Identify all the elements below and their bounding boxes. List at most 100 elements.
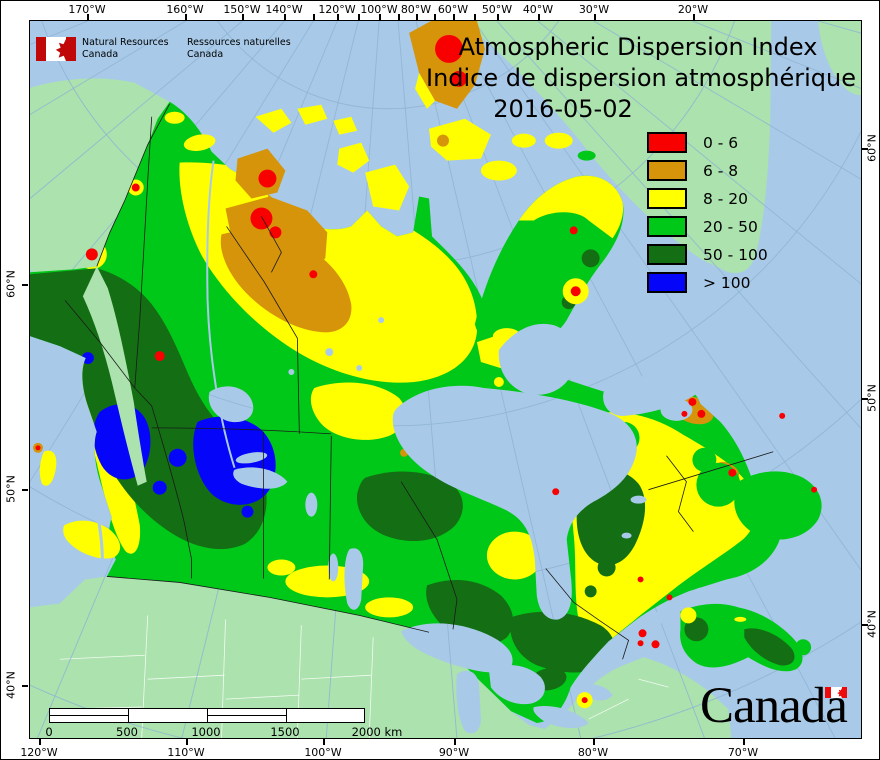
legend-label: 6 - 8 xyxy=(703,161,739,180)
legend-label: 20 - 50 xyxy=(703,217,758,236)
latitude-tick xyxy=(862,624,868,626)
longitude-tick xyxy=(337,14,339,20)
longitude-tick xyxy=(313,14,315,20)
vancouver-island xyxy=(63,520,121,559)
legend-item: 6 - 8 xyxy=(647,160,768,181)
scale-bar-label: 1500 xyxy=(270,725,300,739)
legend-item: 50 - 100 xyxy=(647,244,768,265)
longitude-tick xyxy=(474,14,476,20)
longitude-tick xyxy=(434,14,436,20)
water-bodies xyxy=(90,160,701,734)
canada-flag-icon xyxy=(36,37,77,61)
canada-wordmark: Canada xyxy=(700,678,848,734)
scale-bar-label: 2000 km xyxy=(351,725,403,739)
longitude-label: 110°W xyxy=(167,746,205,759)
latitude-tick xyxy=(22,685,28,687)
map-date: 2016-05-02 xyxy=(493,95,633,123)
longitude-label: 20°W xyxy=(677,3,709,16)
latitude-tick xyxy=(22,489,28,491)
map-canvas: Natural Resources Canada Ressources natur… xyxy=(29,20,862,739)
longitude-tick xyxy=(379,14,381,20)
longitude-label: 120°W xyxy=(318,3,356,16)
longitude-tick xyxy=(284,14,286,20)
legend-label: 50 - 100 xyxy=(703,245,768,264)
legend-label: > 100 xyxy=(703,273,751,292)
longitude-label: 70°W xyxy=(727,746,759,759)
legend-swatch xyxy=(647,272,687,293)
longitude-label: 120°W xyxy=(20,746,58,759)
greenland-east xyxy=(818,21,861,96)
longitude-tick xyxy=(87,14,89,20)
maple-leaf-icon xyxy=(55,39,77,61)
longitude-tick xyxy=(743,739,745,745)
scale-bar-label: 0 xyxy=(45,725,53,739)
longitude-label: 90°W xyxy=(438,746,470,759)
latitude-label: 60°N xyxy=(865,134,879,162)
longitude-tick xyxy=(358,14,360,20)
longitude-label: 100°W xyxy=(304,746,342,759)
longitude-tick xyxy=(593,739,595,745)
alaska-panhandle xyxy=(82,266,147,486)
longitude-tick xyxy=(323,739,325,745)
map-title-fr: Indice de dispersion atmosphérique xyxy=(425,64,857,92)
longitude-label: 80°W xyxy=(577,746,609,759)
map-graphic xyxy=(30,21,861,738)
latitude-label: 40°N xyxy=(865,610,879,638)
latitude-tick xyxy=(862,148,868,150)
longitude-label: 140°W xyxy=(265,3,303,16)
longitude-tick xyxy=(242,14,244,20)
longitude-tick xyxy=(416,14,418,20)
longitude-label: 100°W xyxy=(360,3,398,16)
latitude-label: 60°N xyxy=(4,270,18,298)
dept-name-en: Natural Resources Canada xyxy=(82,37,169,60)
legend-item: 0 - 6 xyxy=(647,132,768,153)
latitude-tick xyxy=(862,398,868,400)
latitude-label: 50°N xyxy=(865,384,879,412)
longitude-label: 50°W xyxy=(481,3,513,16)
longitude-tick xyxy=(185,14,187,20)
latitude-tick xyxy=(22,284,28,286)
alaska xyxy=(30,78,170,295)
legend-item: 20 - 50 xyxy=(647,216,768,237)
longitude-tick xyxy=(497,14,499,20)
longitude-label: 160°W xyxy=(166,3,204,16)
scale-bar-label: 500 xyxy=(116,725,138,739)
adi-hotspots xyxy=(85,34,818,709)
longitude-label: 170°W xyxy=(68,3,106,16)
longitude-tick xyxy=(39,739,41,745)
longitude-tick xyxy=(538,14,540,20)
legend: 0 - 6 6 - 8 8 - 20 20 - 50 50 - 100 > 100 xyxy=(647,132,768,300)
scale-bar-rule xyxy=(49,708,365,723)
scale-bar-label: 1000 xyxy=(191,725,221,739)
nrcan-logo: Natural Resources Canada Ressources natur… xyxy=(36,37,297,61)
province-borders xyxy=(64,103,774,660)
longitude-label: 40°W xyxy=(522,3,554,16)
longitude-tick xyxy=(453,14,455,20)
legend-swatch xyxy=(647,188,687,209)
longitude-tick xyxy=(186,739,188,745)
legend-swatch xyxy=(647,216,687,237)
usa xyxy=(30,576,732,738)
longitude-label: 150°W xyxy=(223,3,261,16)
longitude-tick xyxy=(398,14,400,20)
legend-swatch xyxy=(647,160,687,181)
legend-swatch xyxy=(647,132,687,153)
legend-item: > 100 xyxy=(647,272,768,293)
legend-label: 0 - 6 xyxy=(703,133,739,152)
wordmark-flag-icon xyxy=(825,687,847,698)
foreign-land xyxy=(30,21,861,738)
longitude-label: 60°W xyxy=(437,3,469,16)
longitude-label: 80°W xyxy=(400,3,432,16)
latitude-label: 50°N xyxy=(4,475,18,503)
longitude-tick xyxy=(693,14,695,20)
arctic-islands xyxy=(164,21,624,387)
longitude-tick xyxy=(454,739,456,745)
longitude-tick xyxy=(594,14,596,20)
scale-bar: 0 500 1000 1500 2000 km xyxy=(45,708,402,740)
greenland xyxy=(461,21,772,273)
map-title-en: Atmospheric Dispersion Index xyxy=(458,33,818,61)
legend-item: 8 - 20 xyxy=(647,188,768,209)
atlantic-canada xyxy=(680,471,822,672)
longitude-label: 30°W xyxy=(578,3,610,16)
